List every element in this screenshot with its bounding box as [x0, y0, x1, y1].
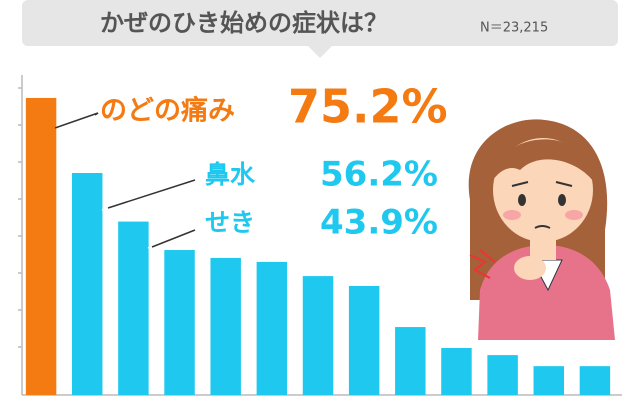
bar [487, 355, 518, 395]
bar [395, 327, 426, 395]
bar [164, 250, 195, 395]
category-label: のどの痛み [100, 95, 235, 127]
title-banner [22, 0, 618, 58]
bar [348, 285, 380, 395]
bars [25, 97, 611, 396]
category-label: せき [205, 208, 255, 237]
chart-title: かぜのひき始めの症状は？ [100, 9, 388, 37]
leader-line [107, 179, 196, 209]
sample-note: N＝23,215 [480, 21, 548, 36]
bar [302, 276, 334, 395]
woman-illustration [468, 119, 615, 340]
bar [118, 221, 149, 395]
bar [256, 261, 288, 395]
banner-bg [22, 0, 618, 46]
bar [579, 366, 611, 395]
axis-decor-ticks [18, 87, 22, 348]
bar [72, 173, 103, 395]
value-label: 56.2% [320, 155, 438, 195]
value-label: 43.9% [320, 203, 438, 243]
bar [441, 347, 472, 395]
bar [210, 257, 241, 395]
leader-line [151, 229, 196, 248]
bar [533, 366, 564, 395]
banner-pointer [308, 46, 332, 58]
value-label: 75.2% [288, 80, 448, 134]
category-label: 鼻水 [205, 160, 256, 189]
bar [25, 97, 57, 396]
leader-line [54, 112, 99, 129]
